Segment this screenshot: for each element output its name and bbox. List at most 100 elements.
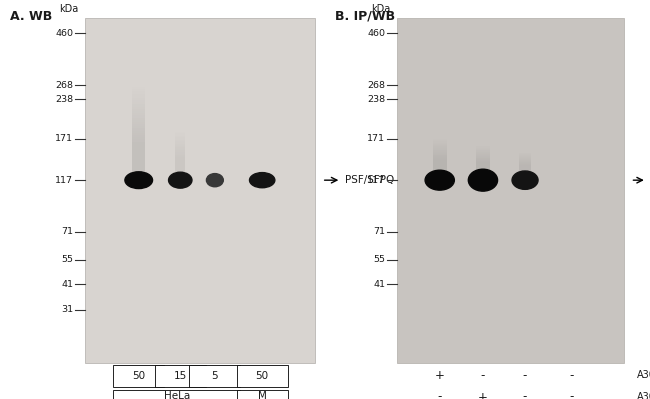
Bar <box>175 163 185 164</box>
Bar <box>175 167 185 168</box>
Bar <box>519 171 531 172</box>
Ellipse shape <box>125 172 153 189</box>
Bar <box>396 18 624 363</box>
Bar <box>433 150 447 151</box>
Bar <box>175 133 185 134</box>
Bar <box>175 146 185 147</box>
Text: 15: 15 <box>174 371 187 381</box>
Bar <box>433 162 447 163</box>
Bar <box>433 155 447 156</box>
Bar <box>433 160 447 161</box>
Bar <box>433 152 447 153</box>
Bar <box>132 155 145 157</box>
Bar <box>190 365 240 387</box>
Bar <box>175 157 185 158</box>
Ellipse shape <box>512 171 538 190</box>
Bar <box>476 158 490 159</box>
Bar <box>132 126 145 128</box>
Bar <box>175 144 185 145</box>
Bar <box>175 142 185 143</box>
Bar <box>476 150 490 151</box>
Text: A301-321A: A301-321A <box>637 392 650 399</box>
Bar <box>476 147 490 148</box>
Text: 171: 171 <box>55 134 73 143</box>
Bar <box>519 169 531 170</box>
Bar <box>113 365 164 387</box>
Bar <box>132 161 145 164</box>
Bar <box>433 139 447 140</box>
Bar <box>433 165 447 166</box>
Bar <box>132 105 145 107</box>
Bar <box>433 142 447 143</box>
Bar <box>132 96 145 98</box>
Bar <box>175 158 185 159</box>
Bar <box>237 390 287 399</box>
Bar <box>476 164 490 165</box>
Bar <box>476 148 490 149</box>
Bar <box>476 153 490 154</box>
Bar <box>433 157 447 158</box>
Bar <box>175 140 185 141</box>
Text: 31: 31 <box>61 305 73 314</box>
Bar <box>132 170 145 172</box>
Bar <box>132 148 145 150</box>
Text: kDa: kDa <box>370 4 390 14</box>
Bar <box>175 136 185 137</box>
Bar <box>175 139 185 140</box>
Bar <box>433 156 447 157</box>
Text: -: - <box>569 391 574 399</box>
Bar <box>237 365 287 387</box>
Bar <box>132 89 145 91</box>
Bar <box>132 87 145 89</box>
Text: 460: 460 <box>55 29 73 38</box>
Bar <box>519 154 531 155</box>
Bar <box>132 164 145 166</box>
Bar <box>132 157 145 159</box>
Bar <box>476 171 490 172</box>
Bar <box>433 166 447 167</box>
Bar <box>132 159 145 161</box>
Bar <box>433 154 447 155</box>
Bar <box>132 135 145 137</box>
Bar <box>132 166 145 168</box>
Bar <box>433 169 447 170</box>
Bar <box>132 137 145 139</box>
Bar <box>132 93 145 96</box>
Text: 50: 50 <box>255 371 268 381</box>
Bar <box>175 135 185 136</box>
Bar <box>175 145 185 146</box>
Text: 71: 71 <box>61 227 73 237</box>
Bar <box>132 120 145 122</box>
Bar <box>113 390 240 399</box>
Bar <box>476 166 490 167</box>
Bar <box>476 155 490 156</box>
Bar <box>519 152 531 153</box>
Bar <box>132 107 145 109</box>
Bar <box>519 157 531 158</box>
Bar <box>175 138 185 139</box>
Bar <box>132 100 145 102</box>
Bar <box>519 163 531 164</box>
Bar <box>175 168 185 169</box>
Bar <box>433 159 447 160</box>
Text: 460: 460 <box>367 29 385 38</box>
Bar <box>175 147 185 148</box>
Bar <box>175 169 185 170</box>
Bar <box>175 137 185 138</box>
Text: 71: 71 <box>373 227 385 237</box>
Bar <box>175 143 185 144</box>
Bar <box>519 156 531 157</box>
Bar <box>175 164 185 165</box>
Bar <box>433 147 447 148</box>
Bar <box>433 149 447 150</box>
Bar <box>175 162 185 163</box>
Bar <box>519 159 531 160</box>
Bar <box>476 157 490 158</box>
Bar <box>175 171 185 172</box>
Bar <box>433 158 447 159</box>
Bar <box>519 153 531 154</box>
Bar <box>476 146 490 147</box>
Text: -: - <box>523 369 527 381</box>
Bar <box>433 151 447 152</box>
Bar <box>476 163 490 164</box>
